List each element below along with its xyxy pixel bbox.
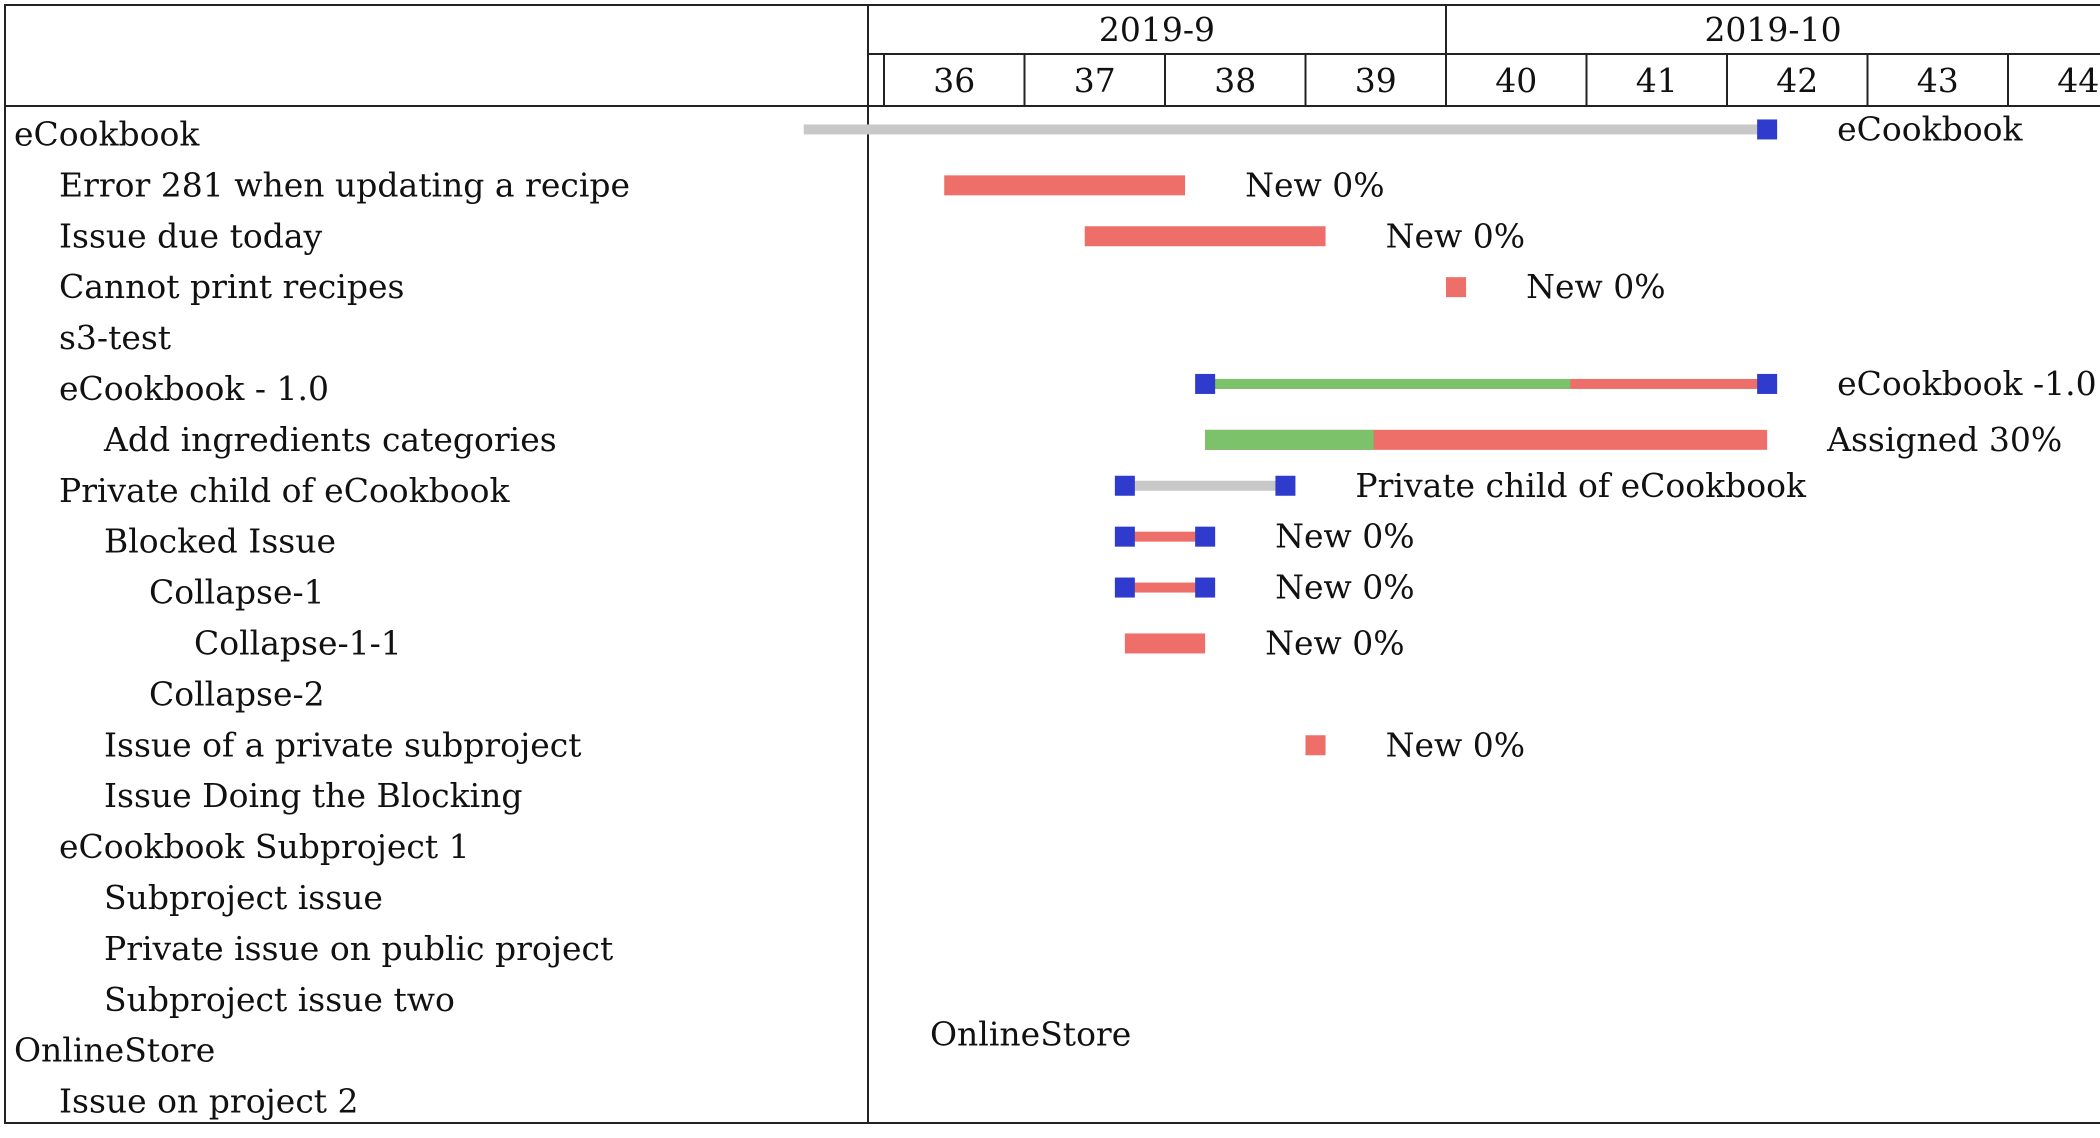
bar-todo: [1084, 226, 1326, 247]
subject-row[interactable]: eCookbook Subproject 1: [59, 827, 470, 866]
bar-label: New 0%: [1526, 267, 1666, 306]
end-marker: [1195, 526, 1216, 547]
month-label: 2019-9: [1099, 10, 1215, 49]
subject-row[interactable]: Cannot print recipes: [59, 267, 404, 306]
subject-row[interactable]: Issue on project 2: [59, 1082, 359, 1121]
bar-todo: [1124, 633, 1206, 654]
start-marker: [1114, 577, 1135, 598]
bar-todo: [1124, 531, 1206, 542]
week-label: 39: [1355, 61, 1397, 100]
subject-row[interactable]: Private issue on public project: [104, 929, 613, 968]
subject-row[interactable]: Collapse-1-1: [194, 623, 402, 662]
bar-todo: [1305, 735, 1326, 756]
week-label: 43: [1917, 61, 1959, 100]
end-marker: [1275, 475, 1296, 496]
gantt-header: 2019-9 2019-10 36 37 38 39 40 41 42 43 44: [883, 5, 2099, 106]
week-label: 44: [2057, 61, 2099, 100]
end-marker: [1757, 119, 1778, 140]
subject-row[interactable]: Issue of a private subproject: [104, 725, 582, 764]
gantt-grid: [4, 4, 2100, 1124]
bar-label: Assigned 30%: [1826, 420, 2062, 459]
start-marker: [1114, 526, 1135, 547]
bar-label: New 0%: [1275, 517, 1415, 556]
month-label: 2019-10: [1704, 10, 1841, 49]
bar-todo: [944, 175, 1186, 196]
bar-label: eCookbook -1.0 65%: [1837, 364, 2100, 403]
subject-row[interactable]: Blocked Issue: [104, 522, 336, 561]
subject-row[interactable]: Add ingredients categories: [103, 420, 557, 459]
subject-row[interactable]: Issue due today: [59, 216, 323, 255]
bar-done: [1205, 378, 1571, 389]
subject-row[interactable]: Issue Doing the Blocking: [104, 776, 523, 815]
start-marker: [1195, 373, 1216, 394]
subject-row[interactable]: Collapse-2: [149, 674, 325, 713]
bar-label: New 0%: [1265, 623, 1405, 662]
end-marker: [1757, 373, 1778, 394]
subject-list: eCookbook Error 281 when updating a recip…: [14, 114, 630, 1120]
subject-row[interactable]: eCookbook: [14, 114, 200, 153]
subject-row[interactable]: s3-test: [59, 318, 171, 357]
subject-row[interactable]: Subproject issue: [104, 878, 383, 917]
start-marker: [1114, 475, 1135, 496]
subject-row[interactable]: Collapse-1: [149, 573, 325, 612]
bar-label: New 0%: [1386, 725, 1526, 764]
bar-done: [1205, 429, 1374, 450]
bar-todo: [1446, 277, 1467, 298]
bar-label: New 0%: [1386, 216, 1526, 255]
week-label: 42: [1776, 61, 1818, 100]
subject-row[interactable]: Private child of eCookbook: [59, 471, 511, 510]
subject-row[interactable]: OnlineStore: [14, 1031, 215, 1070]
gantt-frame: [4, 4, 2100, 1124]
bar-todo: [1124, 582, 1206, 593]
week-label: 40: [1495, 61, 1537, 100]
bar-label: New 0%: [1275, 568, 1415, 607]
subject-row[interactable]: Subproject issue two: [104, 980, 455, 1019]
bar-label: New 0%: [1245, 165, 1385, 204]
week-label: 37: [1074, 61, 1116, 100]
subject-row[interactable]: eCookbook - 1.0: [59, 369, 329, 408]
bar-label: eCookbook: [1837, 109, 2023, 148]
subject-row[interactable]: Error 281 when updating a recipe: [59, 165, 630, 204]
end-marker: [1195, 577, 1216, 598]
project-timeline: [1124, 480, 1286, 491]
bar-label: Private child of eCookbook: [1355, 466, 1807, 505]
project-timeline: [803, 124, 1768, 135]
bar-label: OnlineStore: [930, 1015, 1131, 1054]
gantt-bars: [803, 119, 1778, 756]
week-label: 38: [1214, 61, 1256, 100]
week-label: 41: [1636, 61, 1678, 100]
week-label: 36: [933, 61, 975, 100]
